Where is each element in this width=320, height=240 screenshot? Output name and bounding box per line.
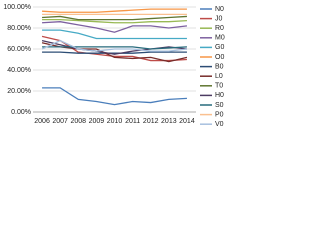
series-line [42, 21, 188, 33]
y-tick-label: 100.00% [3, 4, 31, 11]
legend-label: L0 [215, 73, 223, 80]
series-line [42, 15, 187, 21]
y-tick-label: 60.00% [7, 46, 31, 53]
y-tick-label: 0.00% [11, 109, 31, 116]
legend-label: H0 [215, 92, 224, 99]
chart: 0.00% 20.00% 40.00% 60.00% 80.00% 100.00% 2006… [3, 4, 225, 128]
x-tick-label: 2014 [179, 118, 195, 125]
series-line [41, 39, 188, 55]
series-line [41, 42, 188, 63]
x-tick-label: 2009 [89, 118, 105, 125]
series-line [42, 8, 187, 13]
legend-label: M0 [215, 35, 225, 42]
y-tick-label: 80.00% [7, 25, 31, 32]
legend-label: R0 [215, 25, 224, 32]
legend-label: V0 [215, 121, 224, 128]
series-line [42, 18, 187, 24]
legend-label: B0 [215, 63, 224, 70]
x-tick-label: 2012 [143, 118, 159, 125]
series-line [42, 46, 187, 50]
legend-label: N0 [215, 6, 224, 13]
x-tick-label: 2010 [107, 118, 123, 125]
legend-label: P0 [215, 111, 224, 118]
legend-label: S0 [215, 102, 224, 109]
x-tick-label: 2011 [125, 118, 140, 125]
legend-label: J0 [215, 15, 223, 22]
series-line [42, 87, 187, 106]
series-line [42, 51, 187, 54]
x-tick-label: 2008 [70, 118, 86, 125]
x-tick-label: 2006 [34, 118, 50, 125]
x-tick-label: 2007 [52, 118, 68, 125]
series-line [42, 29, 187, 40]
legend-label: O0 [215, 54, 224, 61]
y-tick-label: 20.00% [7, 88, 31, 95]
x-tick-label: 2013 [161, 118, 177, 125]
series-line [41, 39, 188, 52]
legend-label: G0 [215, 44, 224, 51]
y-tick-label: 40.00% [7, 67, 31, 74]
legend-label: T0 [215, 83, 223, 90]
